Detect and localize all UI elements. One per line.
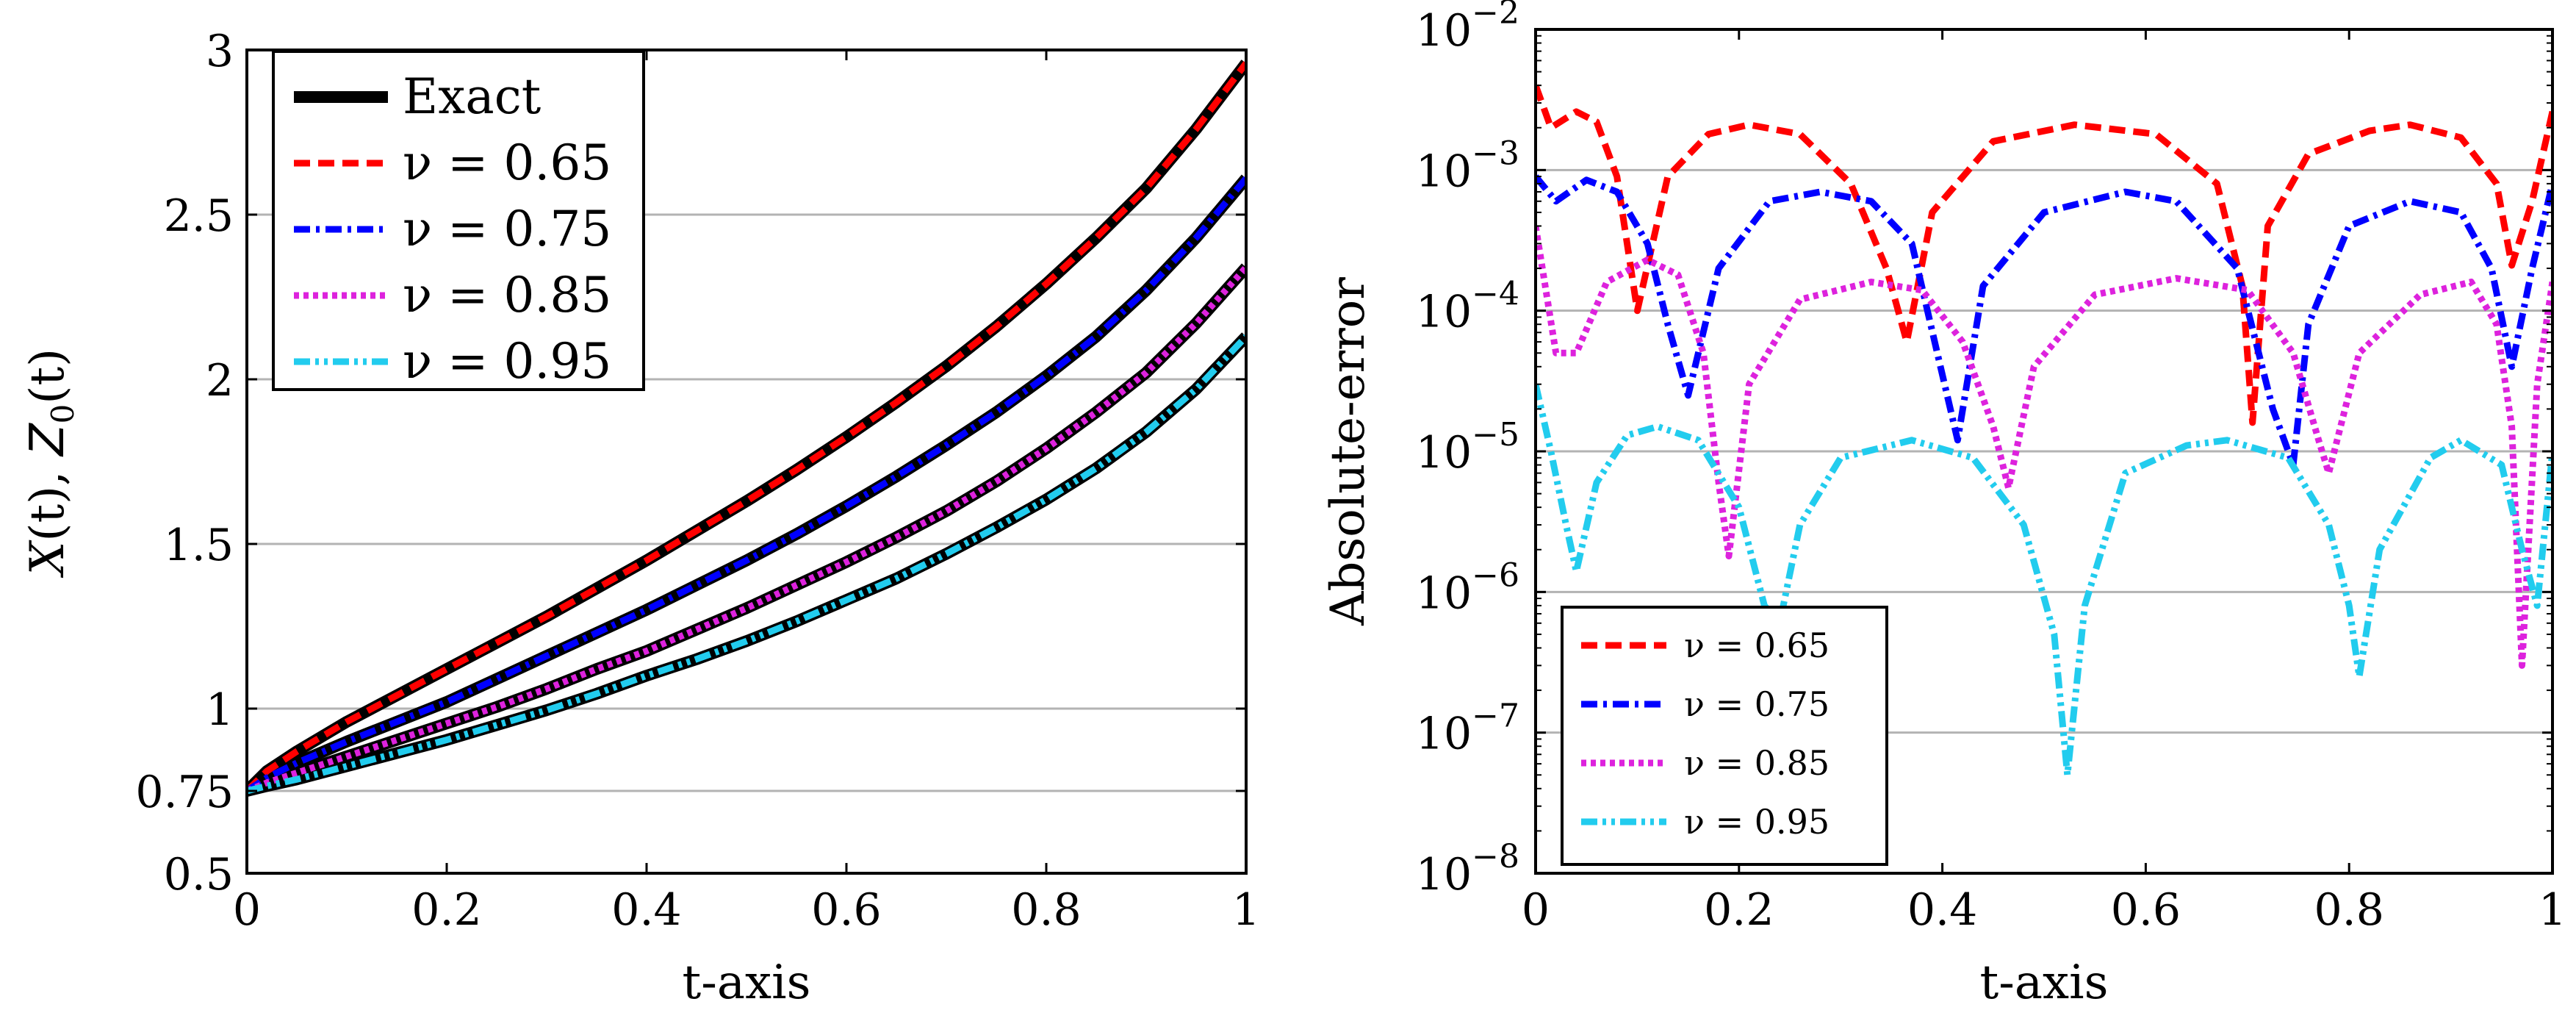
- left-series: [247, 60, 1246, 797]
- left-legend-label: Exact: [403, 68, 541, 125]
- right-x-tick-label: 0.8: [2314, 884, 2383, 936]
- left-legend-label: ν = 0.85: [403, 267, 611, 323]
- left-legend: Exact ν = 0.65 ν = 0.75 ν = 0.85 ν = 0.95: [272, 50, 645, 391]
- left-y-ticks: 0.5 0.75 1 1.5 2 2.5 3: [135, 26, 1246, 900]
- left-y-label-x-arg: (t): [21, 486, 75, 542]
- left-x-axis-label: t-axis: [683, 956, 811, 1010]
- left-x-tick-label: 0.2: [411, 884, 481, 936]
- right-y-tick-base: 10: [1416, 567, 1472, 619]
- left-legend-label: ν = 0.65: [403, 135, 611, 191]
- left-series-line: [247, 334, 1246, 795]
- right-y-tick-label: 10−3: [1416, 135, 1519, 197]
- left-series-line: [247, 176, 1246, 794]
- right-x-axis-label: t-axis: [1980, 956, 2109, 1010]
- right-series-line: [1536, 225, 2552, 669]
- left-x-tick-label: 0.6: [811, 884, 881, 936]
- right-x-tick-label: 0: [1522, 884, 1550, 936]
- right-y-tick-label: 10−2: [1416, 0, 1519, 57]
- left-legend-label: ν = 0.95: [403, 333, 611, 390]
- right-y-axis-label: Absolute-error: [1321, 277, 1375, 626]
- left-y-tick-label: 0.75: [135, 767, 234, 818]
- right-x-tick-label: 0.6: [2111, 884, 2181, 936]
- right-y-tick-base: 10: [1416, 709, 1472, 760]
- right-y-tick-base: 10: [1416, 849, 1472, 900]
- left-chart: 0.5 0.75 1 1.5 2 2.5 3 0 0.2 0.4 0.6 0.8 1 t-axis X…: [21, 26, 1260, 1010]
- left-y-label-x-var: X: [21, 540, 75, 578]
- right-series-line: [1536, 84, 2552, 426]
- right-y-tick-exponent: −5: [1472, 416, 1519, 454]
- right-series-line: [1536, 174, 2552, 468]
- right-x-tick-label: 0.2: [1704, 884, 1774, 936]
- left-y-axis-label: X(t), Z0(t): [21, 348, 81, 578]
- left-x-tick-label: 0.4: [611, 884, 681, 936]
- right-y-tick-label: 10−8: [1416, 838, 1519, 900]
- right-legend-label: ν = 0.75: [1684, 684, 1830, 724]
- left-x-tick-label: 0.8: [1011, 884, 1081, 936]
- right-y-tick-exponent: −2: [1472, 0, 1519, 32]
- left-y-label-z-arg: (t): [21, 348, 75, 404]
- left-x-tick-label: 0: [233, 884, 261, 936]
- right-y-tick-exponent: −7: [1472, 698, 1519, 735]
- right-legend-label: ν = 0.85: [1684, 743, 1830, 783]
- left-y-tick-label: 0.5: [164, 849, 234, 900]
- right-y-tick-exponent: −4: [1472, 276, 1519, 313]
- left-series-exact-line: [247, 263, 1246, 797]
- right-y-tick-base: 10: [1416, 5, 1472, 57]
- right-legend-label: ν = 0.95: [1684, 802, 1830, 842]
- right-y-tick-base: 10: [1416, 146, 1472, 197]
- right-grid: [1536, 168, 2552, 734]
- left-legend-label: ν = 0.75: [403, 201, 611, 257]
- left-y-tick-label: 3: [206, 26, 234, 77]
- right-y-tick-exponent: −8: [1472, 838, 1519, 875]
- left-plot-frame: [245, 49, 1248, 875]
- right-series-line: [1536, 383, 2552, 778]
- left-y-tick-label: 2: [206, 355, 234, 406]
- left-y-tick-label: 2.5: [164, 190, 234, 242]
- left-series-line: [247, 61, 1246, 794]
- right-y-tick-label: 10−5: [1416, 416, 1519, 479]
- right-y-tick-label: 10−7: [1416, 698, 1519, 760]
- left-x-ticks: 0 0.2 0.4 0.6 0.8 1: [233, 50, 1260, 936]
- right-y-tick-exponent: −3: [1472, 135, 1519, 172]
- left-x-tick-label: 1: [1232, 884, 1260, 936]
- right-legend: ν = 0.65 ν = 0.75 ν = 0.85 ν = 0.95: [1561, 606, 1888, 866]
- right-y-tick-base: 10: [1416, 287, 1472, 338]
- left-y-tick-label: 1: [206, 684, 234, 736]
- right-y-tick-base: 10: [1416, 427, 1472, 479]
- right-y-tick-label: 10−4: [1416, 276, 1519, 338]
- left-legend-box: [272, 50, 645, 391]
- left-y-label-z-sub: 0: [45, 404, 81, 424]
- right-legend-box: [1561, 606, 1888, 866]
- left-y-label-sep: ,: [21, 456, 75, 486]
- right-series: [1536, 84, 2552, 778]
- left-y-tick-label: 1.5: [164, 520, 234, 571]
- right-x-tick-label: 1: [2539, 884, 2566, 936]
- right-x-ticks: 0 0.2 0.4 0.6 0.8 1: [1522, 29, 2566, 936]
- right-legend-label: ν = 0.65: [1684, 626, 1830, 665]
- right-y-tick-label: 10−6: [1416, 556, 1519, 619]
- right-chart: 10−810−710−610−510−410−310−2 0 0.2 0.4 0.6 0…: [1321, 0, 2566, 1010]
- right-x-tick-label: 0.4: [1907, 884, 1977, 936]
- right-y-tick-exponent: −6: [1472, 556, 1519, 594]
- left-y-label-z-var: Z: [21, 423, 75, 457]
- right-y-ticks: 10−810−710−610−510−410−310−2: [1416, 0, 2552, 900]
